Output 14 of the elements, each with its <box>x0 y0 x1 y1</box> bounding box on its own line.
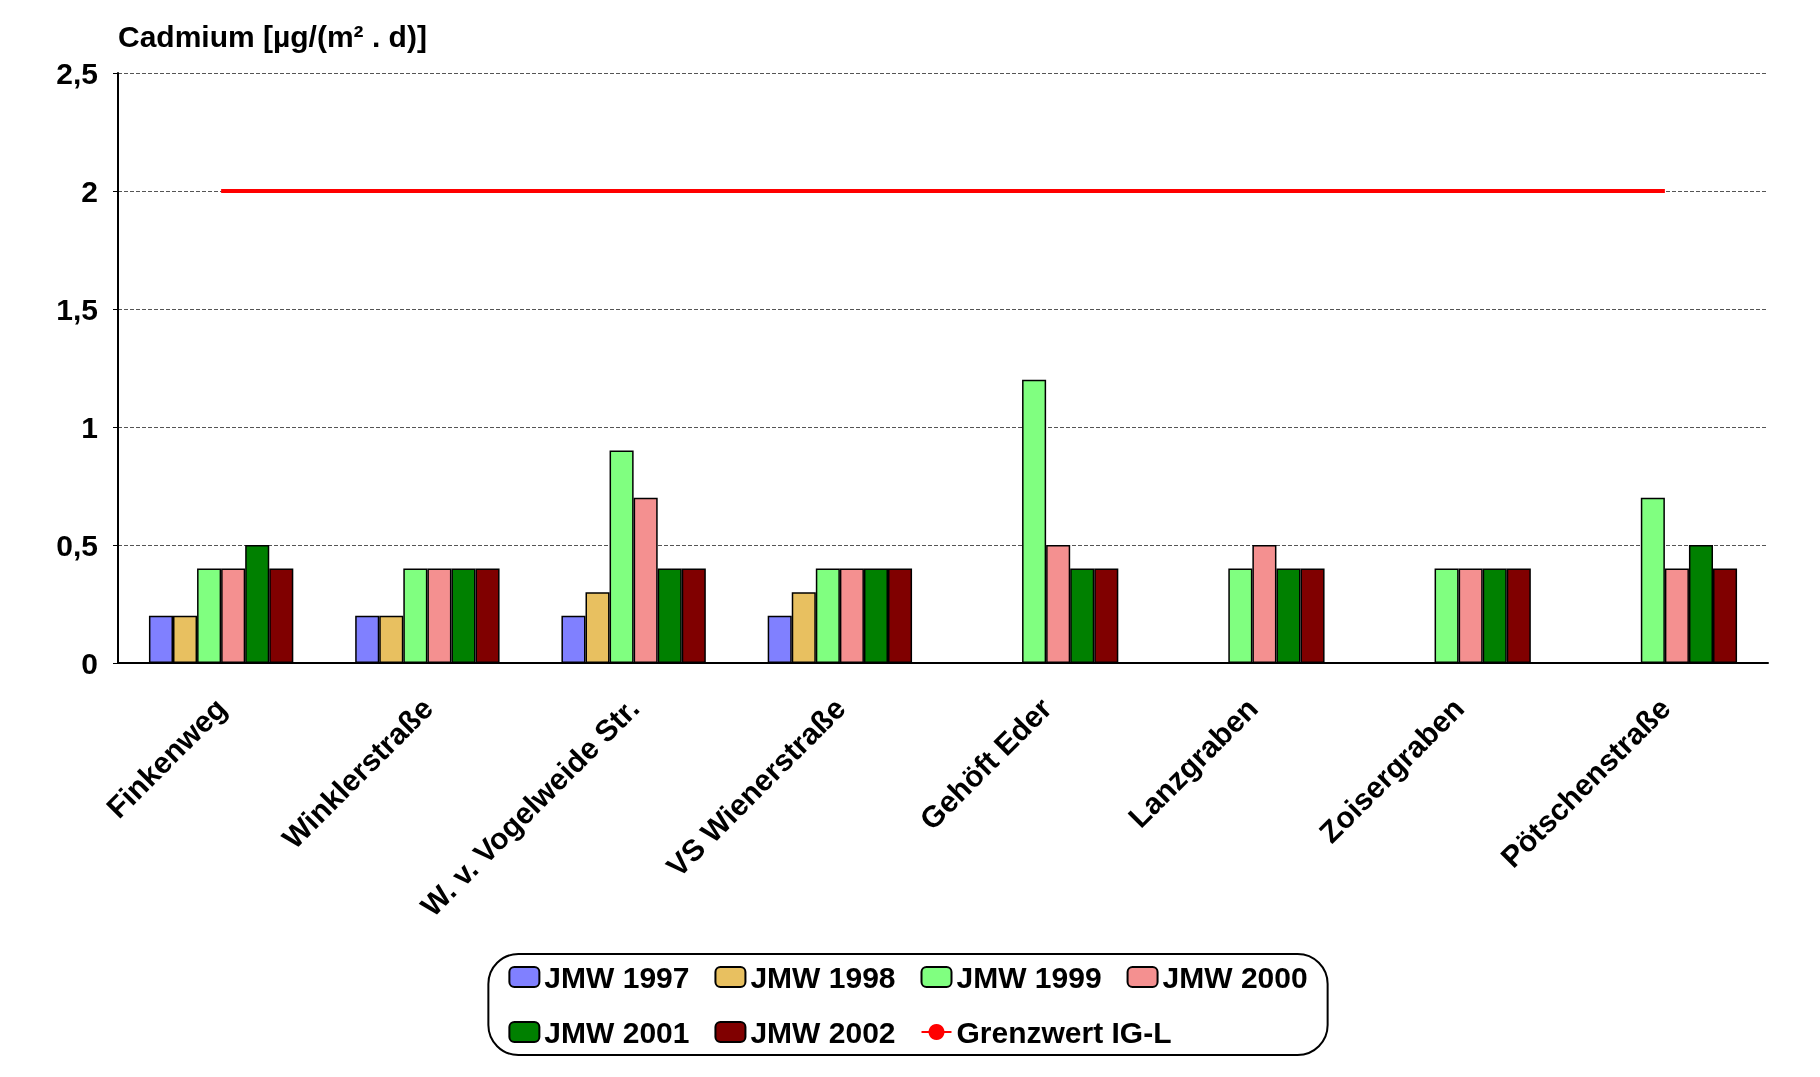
y-tick-label: 0 <box>81 646 98 680</box>
y-tick-label: 1,5 <box>56 292 98 326</box>
y-tick-label: 2 <box>81 174 98 208</box>
legend-label: JMW 2002 <box>750 1015 896 1049</box>
y-tick-label: 2,5 <box>56 56 98 90</box>
y-tick-label: 1 <box>81 410 98 444</box>
y-tick-label: 0,5 <box>56 528 98 562</box>
legend-label: Grenzwert IG-L <box>956 1015 1172 1049</box>
legend-label: JMW 1998 <box>750 960 896 994</box>
legend-label: JMW 1997 <box>544 960 690 994</box>
legend-label: JMW 1999 <box>956 960 1102 994</box>
y-axis-title: Cadmium [µg/(m² . d)] <box>118 19 427 53</box>
legend-label: JMW 2001 <box>544 1015 690 1049</box>
legend-label: JMW 2000 <box>1162 960 1308 994</box>
